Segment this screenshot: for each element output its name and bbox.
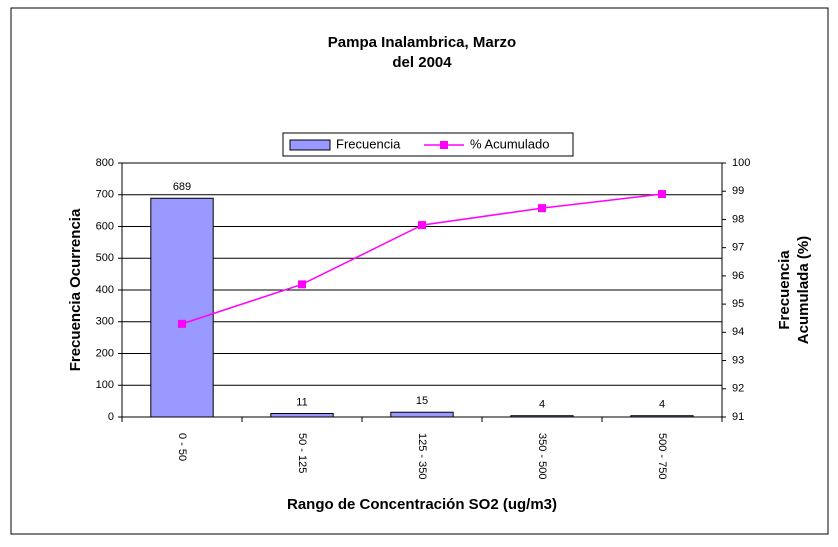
marker — [418, 221, 426, 230]
chart-title: Pampa Inalambrica, Marzo — [328, 34, 516, 51]
data-label: 4 — [539, 399, 545, 411]
y-tick-label: 500 — [96, 252, 114, 264]
bar — [630, 415, 694, 418]
bar — [390, 411, 454, 418]
y2-tick-label: 92 — [732, 383, 744, 395]
data-label: 15 — [416, 395, 428, 407]
legend-swatch — [289, 139, 331, 151]
y2-tick-label: 98 — [732, 213, 744, 225]
y2-axis-title: Frecuencia — [776, 250, 793, 330]
x-axis-title: Rango de Concentración SO2 (ug/m3) — [287, 496, 557, 513]
marker — [298, 280, 306, 289]
y-tick-label: 600 — [96, 220, 114, 232]
data-label: 4 — [659, 399, 665, 411]
legend-label: Frecuencia — [336, 136, 401, 151]
legend-label: % Acumulado — [470, 136, 550, 151]
y-tick-label: 700 — [96, 189, 114, 201]
x-tick-label: 350 - 500 — [536, 433, 548, 479]
y-tick-label: 400 — [96, 284, 114, 296]
y2-tick-label: 93 — [732, 354, 744, 366]
x-tick-label: 50 - 125 — [296, 433, 308, 473]
y2-tick-label: 91 — [732, 411, 744, 423]
y2-tick-label: 97 — [732, 242, 744, 254]
data-label: 11 — [296, 396, 307, 408]
chart-frame — [10, 7, 829, 535]
y2-tick-label: 95 — [732, 298, 744, 310]
y2-tick-label: 100 — [732, 157, 750, 169]
y-tick-label: 100 — [96, 379, 114, 391]
bar — [510, 415, 574, 418]
data-label: 689 — [173, 181, 191, 193]
marker — [658, 190, 666, 199]
y-tick-label: 800 — [96, 157, 114, 169]
x-tick-label: 0 - 50 — [176, 433, 188, 461]
marker — [538, 204, 546, 213]
y-tick-label: 200 — [96, 347, 114, 359]
bar — [150, 197, 214, 418]
legend-swatch — [440, 141, 448, 149]
y2-tick-label: 96 — [732, 270, 744, 282]
marker — [178, 319, 186, 328]
y2-tick-label: 99 — [732, 185, 744, 197]
bar — [270, 413, 334, 418]
y2-axis-title: Acumulada (%) — [795, 236, 812, 344]
chart-title: del 2004 — [392, 54, 452, 71]
y-tick-label: 0 — [108, 411, 114, 423]
x-tick-label: 500 - 750 — [656, 433, 668, 479]
x-tick-label: 125 - 350 — [416, 433, 428, 479]
y2-tick-label: 94 — [732, 326, 744, 338]
y-axis-title: Frecuencia Ocurrencia — [67, 208, 84, 371]
y-tick-label: 300 — [96, 316, 114, 328]
